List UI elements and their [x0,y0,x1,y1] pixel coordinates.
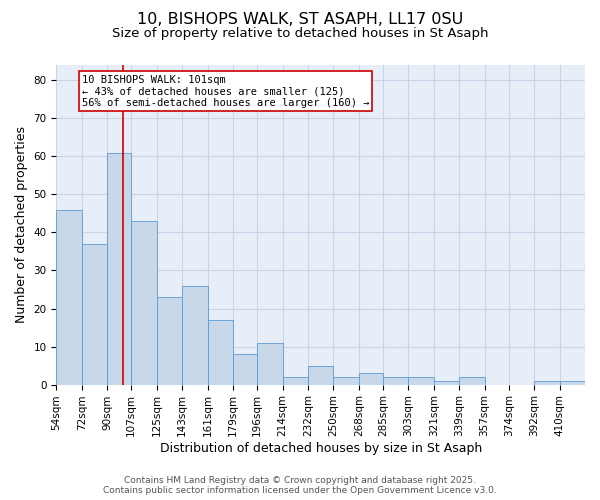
Bar [560,381,585,384]
Bar [283,377,308,384]
Bar [534,381,560,384]
Text: Contains HM Land Registry data © Crown copyright and database right 2025.
Contai: Contains HM Land Registry data © Crown c… [103,476,497,495]
Bar [434,381,459,384]
Bar [409,377,434,384]
Bar [107,152,131,384]
Bar [157,297,182,384]
Bar [334,377,359,384]
Bar [359,373,383,384]
Bar [383,377,409,384]
Bar [131,221,157,384]
Bar [459,377,485,384]
Y-axis label: Number of detached properties: Number of detached properties [15,126,28,324]
Bar [233,354,257,384]
Bar [82,244,107,384]
Bar [257,342,283,384]
Bar [208,320,233,384]
X-axis label: Distribution of detached houses by size in St Asaph: Distribution of detached houses by size … [160,442,482,455]
Text: Size of property relative to detached houses in St Asaph: Size of property relative to detached ho… [112,28,488,40]
Text: 10, BISHOPS WALK, ST ASAPH, LL17 0SU: 10, BISHOPS WALK, ST ASAPH, LL17 0SU [137,12,463,28]
Text: 10 BISHOPS WALK: 101sqm
← 43% of detached houses are smaller (125)
56% of semi-d: 10 BISHOPS WALK: 101sqm ← 43% of detache… [82,74,370,108]
Bar [182,286,208,384]
Bar [308,366,334,384]
Bar [56,210,82,384]
